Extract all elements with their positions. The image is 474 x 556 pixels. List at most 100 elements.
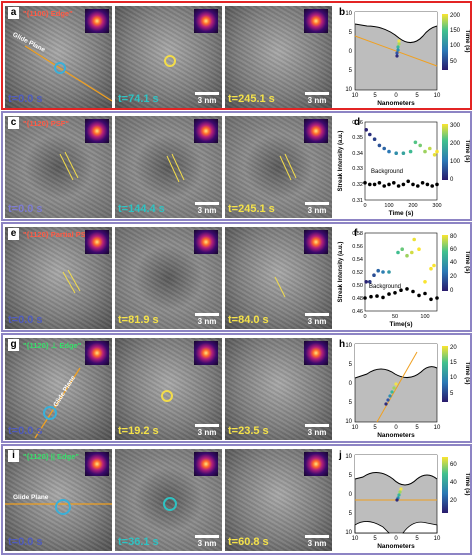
x-tick-labels: 0 100 200 300 — [363, 203, 441, 209]
surface-profile — [354, 23, 438, 43]
panel-title: "{1100} Edge" — [23, 9, 73, 18]
streak-point — [372, 137, 377, 141]
background-point — [396, 184, 401, 188]
panel-label: c — [8, 117, 19, 129]
panel-label: e — [8, 228, 19, 240]
glide-plane-line — [376, 351, 418, 423]
panel-label: j — [338, 450, 342, 461]
panel-title: "{1120} PSF" — [23, 119, 69, 128]
fft-inset — [194, 9, 218, 33]
time-label: t=0.0 s — [8, 425, 43, 437]
background-point — [411, 289, 415, 294]
y-axis-label: Streak Intensity (a.u.) — [338, 131, 344, 192]
svg-text:10: 10 — [345, 530, 352, 536]
surface-top — [355, 455, 437, 485]
svg-text:0.50: 0.50 — [352, 283, 363, 289]
background-point — [416, 184, 420, 188]
background-point — [425, 182, 430, 187]
figure-row-i: i "{1120} || Edge" Glide Plane t=0.0 s t… — [1, 444, 472, 555]
background-annotation: Background — [369, 284, 401, 290]
figure-row-c: c "{1120} PSF" t=0.0 s t=144.4 s 3 nm t=… — [1, 111, 472, 221]
svg-text:80: 80 — [450, 234, 457, 240]
time-label: t=245.1 s — [228, 93, 275, 105]
chart-j: j 10 5 0 5 10 10 5 0 5 — [337, 449, 470, 551]
tem-image-g1: g "{1120} ⊥ Edge" Glide Plane t=0.0 s — [5, 338, 112, 440]
time-label: t=19.2 s — [118, 425, 159, 437]
streak-point — [394, 151, 398, 155]
x-tick-labels: 10 5 0 5 10 — [352, 93, 441, 99]
chart-d: d Background 0.36 0.35 0.34 0.33 0.32 0.… — [337, 116, 470, 218]
x-tick-labels: 10 5 0 5 10 — [352, 536, 441, 542]
chart-d-svg: d Background 0.36 0.35 0.34 0.33 0.32 0.… — [338, 117, 470, 217]
scale-bar: 3 nm — [305, 313, 329, 326]
colorbar-ticks: 80 60 40 20 0 — [450, 234, 457, 294]
svg-text:300: 300 — [450, 123, 461, 129]
time-label: t=74.1 s — [118, 93, 159, 105]
svg-text:10: 10 — [345, 343, 352, 349]
streak-point — [410, 250, 414, 255]
svg-text:10: 10 — [352, 536, 359, 542]
x-axis-label: Nanometers — [377, 432, 415, 439]
streak-point — [401, 151, 406, 155]
background-point — [406, 179, 410, 184]
panel-label: a — [8, 7, 19, 19]
colorbar — [442, 346, 448, 402]
trajectory-points — [395, 39, 401, 58]
panel-label: g — [8, 339, 19, 351]
scale-bar: 3 nm — [195, 92, 219, 105]
colorbar-label: Time (s) — [464, 30, 470, 53]
svg-text:20: 20 — [450, 274, 457, 280]
panel-title: "{1120} ⊥ Edge" — [23, 341, 82, 350]
svg-text:10: 10 — [345, 454, 352, 460]
fft-inset — [85, 452, 109, 476]
chart-h-svg: h 10 5 0 5 10 10 5 0 5 10 — [339, 339, 470, 439]
streak-point — [377, 143, 382, 148]
chart-b: b 10 5 0 5 10 10 5 0 5 10 — [337, 6, 470, 108]
plot-frame — [364, 232, 438, 312]
trajectory-points — [384, 382, 398, 406]
svg-text:0.32: 0.32 — [352, 182, 363, 188]
surface-top — [355, 12, 437, 43]
scale-bar: 3 nm — [305, 202, 329, 215]
streak-point — [432, 153, 437, 157]
panel-label: h — [339, 339, 345, 350]
streak-point — [372, 273, 376, 277]
svg-text:0.31: 0.31 — [352, 198, 363, 204]
svg-text:0: 0 — [394, 425, 398, 431]
scale-bar: 3 nm — [195, 424, 219, 437]
colorbar-ticks: 300 200 100 0 — [450, 123, 461, 183]
svg-text:5: 5 — [349, 400, 353, 406]
svg-text:300: 300 — [432, 203, 441, 209]
svg-text:0: 0 — [394, 93, 398, 99]
tem-image-e1: e "{1120} Partial PSF" t=0.0 s — [5, 227, 112, 329]
fft-inset — [304, 119, 328, 143]
plot-frame — [364, 121, 438, 201]
svg-text:0: 0 — [349, 492, 353, 498]
glide-plane-annotation: Glide Plane — [11, 31, 47, 54]
colorbar-ticks: 200 150 100 50 — [450, 13, 461, 65]
fft-inset — [304, 9, 328, 33]
svg-text:0: 0 — [450, 177, 454, 183]
streak-point — [396, 250, 400, 255]
scale-bar: 3 nm — [195, 202, 219, 215]
svg-text:5: 5 — [415, 425, 419, 431]
colorbar-label: Time (s) — [464, 251, 470, 274]
svg-text:0: 0 — [363, 203, 366, 209]
svg-text:200: 200 — [450, 141, 461, 147]
x-axis-label: Nanometers — [377, 100, 415, 107]
time-label: t=81.9 s — [118, 314, 159, 326]
svg-text:0.36: 0.36 — [352, 120, 363, 126]
svg-text:5: 5 — [349, 30, 353, 36]
fft-inset — [85, 341, 109, 365]
streak-point — [412, 237, 416, 242]
svg-text:10: 10 — [450, 375, 457, 381]
time-label: t=84.0 s — [228, 314, 269, 326]
svg-text:60: 60 — [450, 247, 457, 253]
svg-text:200: 200 — [450, 13, 461, 19]
background-point — [405, 287, 409, 291]
svg-text:60: 60 — [450, 462, 457, 468]
colorbar-label: Time (s) — [464, 362, 470, 385]
streak-point — [387, 149, 391, 154]
tem-image-i3: t=60.8 s 3 nm — [225, 449, 332, 551]
figure-row-e: e "{1120} Partial PSF" t=0.0 s t=81.9 s … — [1, 222, 472, 332]
